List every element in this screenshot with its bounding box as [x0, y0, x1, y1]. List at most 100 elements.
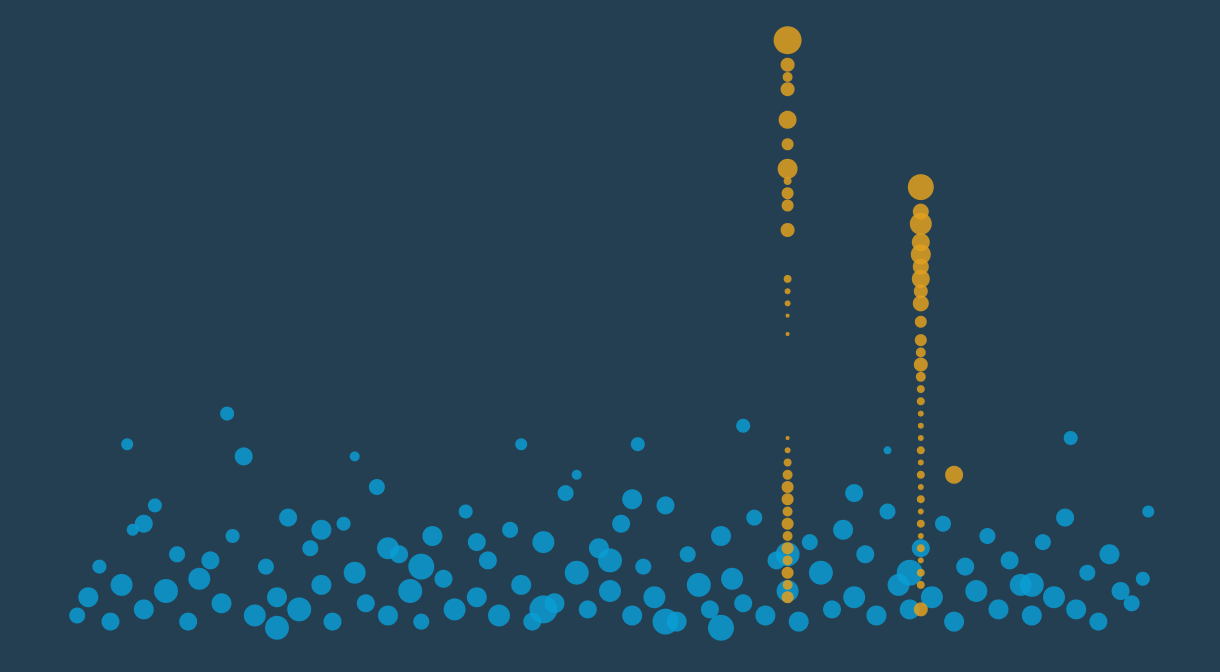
baseline-bubble-14 — [234, 447, 253, 466]
highlight-bubble-39 — [914, 315, 927, 328]
highlight-bubble-34 — [910, 244, 931, 265]
baseline-bubble-112 — [220, 406, 235, 421]
highlight-bubble-52 — [917, 484, 924, 490]
baseline-bubble-33 — [443, 598, 466, 621]
baseline-bubble-41 — [532, 531, 555, 554]
highlight-bubble-54 — [917, 508, 924, 515]
baseline-bubble-115 — [736, 418, 751, 433]
highlight-bubble-17 — [784, 447, 791, 454]
baseline-bubble-10 — [179, 612, 198, 631]
baseline-bubble-71 — [866, 605, 887, 626]
baseline-bubble-56 — [700, 600, 719, 619]
baseline-bubble-101 — [775, 542, 800, 567]
baseline-bubble-37 — [488, 604, 510, 627]
baseline-bubble-79 — [956, 557, 975, 576]
baseline-bubble-97 — [265, 615, 289, 640]
highlight-bubble-61 — [913, 602, 928, 617]
highlight-series — [773, 26, 964, 617]
baseline-bubble-11 — [188, 567, 211, 590]
baseline-bubble-68 — [833, 519, 854, 540]
baseline-bubble-49 — [622, 605, 643, 626]
highlight-bubble-4 — [778, 110, 797, 129]
baseline-bubble-100 — [652, 608, 679, 635]
highlight-bubble-36 — [911, 269, 930, 288]
highlight-bubble-15 — [785, 332, 790, 336]
highlight-bubble-55 — [916, 519, 925, 528]
baseline-bubble-106 — [622, 489, 643, 510]
baseline-bubble-38 — [502, 521, 519, 538]
highlight-bubble-10 — [780, 223, 795, 237]
baseline-bubble-55 — [686, 572, 711, 597]
baseline-bubble-3 — [101, 612, 120, 631]
highlight-bubble-50 — [917, 459, 924, 466]
baseline-bubble-86 — [1034, 534, 1051, 551]
highlight-bubble-51 — [916, 470, 925, 479]
baseline-bubble-102 — [896, 559, 923, 586]
highlight-bubble-1 — [780, 57, 795, 72]
highlight-bubble-29 — [781, 591, 794, 604]
baseline-bubble-114 — [630, 437, 645, 452]
highlight-bubble-13 — [784, 300, 791, 307]
highlight-bubble-28 — [782, 579, 793, 590]
baseline-bubble-57 — [711, 526, 731, 546]
baseline-bubble-34 — [458, 504, 473, 519]
baseline-bubble-107 — [845, 484, 864, 503]
highlight-bubble-37 — [913, 284, 928, 299]
highlight-bubble-2 — [782, 72, 793, 82]
baseline-bubble-98 — [408, 553, 435, 580]
baseline-bubble-88 — [1056, 508, 1075, 527]
baseline-bubble-58 — [721, 567, 744, 590]
highlight-bubble-59 — [916, 568, 925, 577]
highlight-bubble-6 — [777, 158, 798, 179]
baseline-bubble-12 — [211, 593, 232, 614]
baseline-bubble-54 — [679, 546, 696, 563]
baseline-bubble-117 — [349, 451, 360, 462]
highlight-bubble-7 — [783, 177, 792, 185]
highlight-bubble-48 — [917, 435, 924, 441]
baseline-bubble-89 — [1066, 599, 1087, 620]
baseline-bubble-25 — [356, 594, 375, 613]
baseline-bubble-91 — [1089, 612, 1108, 631]
highlight-bubble-11 — [783, 274, 792, 283]
baseline-bubble-104 — [311, 519, 332, 540]
baseline-bubble-119 — [883, 446, 892, 455]
highlight-bubble-25 — [781, 542, 794, 555]
baseline-bubble-39 — [511, 574, 532, 595]
baseline-bubble-21 — [311, 574, 332, 595]
baseline-bubble-20 — [302, 540, 319, 557]
baseline-bubble-23 — [336, 516, 351, 531]
highlight-bubble-42 — [913, 357, 928, 372]
baseline-bubble-18 — [279, 508, 298, 527]
baseline-bubble-81 — [979, 528, 996, 544]
highlight-bubble-49 — [916, 446, 925, 455]
highlight-bubble-23 — [781, 517, 794, 530]
highlight-bubble-58 — [917, 557, 924, 564]
baseline-bubble-103 — [1019, 572, 1044, 597]
baseline-bubble-121 — [121, 438, 134, 451]
highlight-bubble-9 — [781, 199, 794, 212]
baseline-bubble-9 — [169, 546, 186, 563]
baseline-bubble-43 — [557, 485, 574, 502]
baseline-bubble-6 — [133, 599, 154, 620]
baseline-bubble-77 — [935, 515, 951, 532]
baseline-bubble-0 — [69, 607, 86, 624]
baseline-bubble-45 — [578, 600, 597, 619]
baseline-bubble-50 — [635, 558, 652, 575]
highlight-bubble-43 — [915, 371, 926, 382]
highlight-bubble-32 — [909, 212, 932, 235]
highlight-bubble-62 — [945, 465, 964, 484]
baseline-bubble-110 — [708, 614, 734, 641]
baseline-bubble-83 — [1000, 551, 1019, 570]
highlight-bubble-21 — [781, 493, 794, 506]
highlight-bubble-38 — [912, 295, 929, 312]
baseline-bubble-85 — [1021, 605, 1042, 626]
highlight-bubble-8 — [781, 187, 794, 200]
baseline-bubble-29 — [398, 579, 423, 603]
baseline-bubble-116 — [1063, 431, 1078, 445]
highlight-bubble-40 — [914, 334, 927, 347]
baseline-bubble-8 — [154, 579, 178, 603]
highlight-bubble-5 — [781, 138, 794, 151]
highlight-bubble-12 — [784, 288, 791, 295]
baseline-bubble-111 — [377, 537, 399, 560]
highlight-bubble-57 — [916, 544, 925, 553]
